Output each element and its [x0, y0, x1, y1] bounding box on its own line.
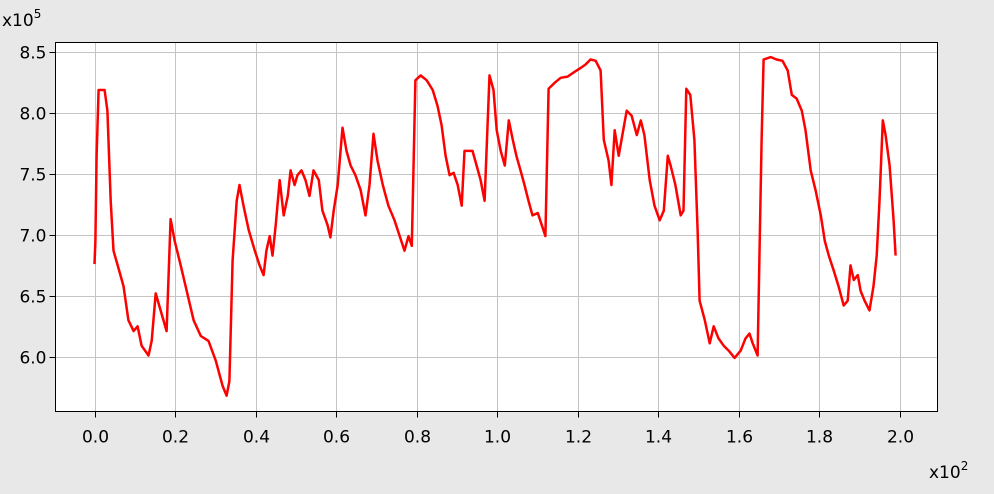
x-tick-label: 0.8	[404, 428, 431, 448]
x-tick-label: 1.2	[565, 428, 592, 448]
x-tick-label: 0.2	[162, 428, 189, 448]
y-multiplier-base: x10	[2, 11, 34, 31]
x-multiplier-base: x10	[929, 463, 961, 483]
plot-area	[55, 42, 938, 412]
y-multiplier: x105	[2, 7, 41, 31]
x-tick-label: 2.0	[887, 428, 914, 448]
plot-frame	[55, 42, 938, 412]
x-tick-label: 1.6	[726, 428, 753, 448]
x-tick-label: 0.6	[323, 428, 350, 448]
x-tick-label: 0.0	[82, 428, 109, 448]
y-tick-label: 6.5	[19, 288, 46, 308]
data-line	[93, 55, 897, 397]
lines	[93, 55, 897, 397]
y-tick-label: 8.0	[19, 105, 46, 125]
x-multiplier: x102	[929, 459, 968, 483]
x-tick-label: 1.4	[645, 428, 672, 448]
y-tick-label: 6.0	[19, 349, 46, 369]
x-tick-label: 0.4	[243, 428, 270, 448]
x-tick-label: 1.0	[484, 428, 511, 448]
y-tick-label: 7.5	[19, 166, 46, 186]
x-multiplier-exponent: 2	[961, 459, 969, 473]
x-tick-label: 1.8	[806, 428, 833, 448]
y-tick-label: 7.0	[19, 227, 46, 247]
y-tick-label: 8.5	[19, 44, 46, 64]
y-multiplier-exponent: 5	[34, 7, 42, 21]
